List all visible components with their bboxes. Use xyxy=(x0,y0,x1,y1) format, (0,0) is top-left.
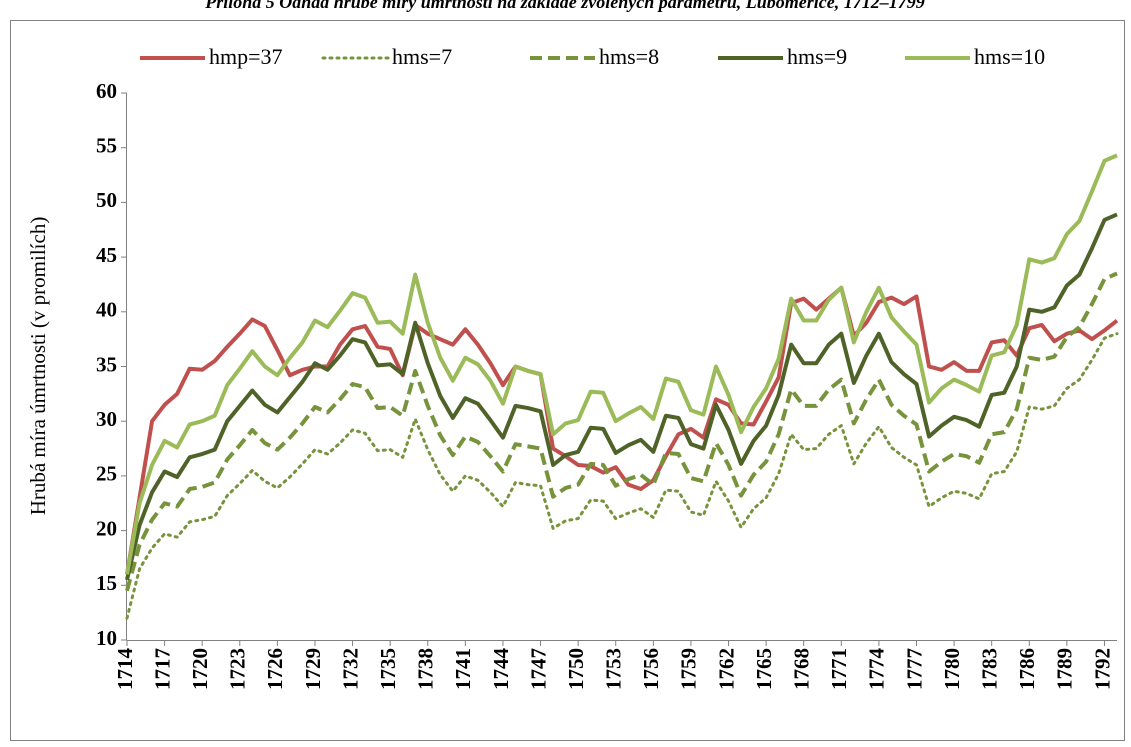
legend-label: hms=9 xyxy=(787,44,847,69)
x-tick-label: 1720 xyxy=(188,648,212,690)
x-tick-label: 1717 xyxy=(150,648,174,690)
y-tick-label: 45 xyxy=(96,243,117,267)
x-tick-label: 1741 xyxy=(451,648,475,690)
legend-label: hms=8 xyxy=(599,44,659,69)
x-tick-label: 1768 xyxy=(790,648,814,690)
x-tick-label: 1786 xyxy=(1015,648,1039,690)
x-tick-label: 1780 xyxy=(940,648,964,690)
x-tick-label: 1723 xyxy=(226,648,250,690)
series-line xyxy=(125,212,1118,581)
x-tick-label: 1765 xyxy=(752,648,776,690)
y-tick-label: 30 xyxy=(96,407,117,431)
series-line xyxy=(125,285,1119,575)
y-tick-label: 50 xyxy=(96,188,117,212)
x-tick-label: 1789 xyxy=(1053,648,1077,690)
y-tick-label: 60 xyxy=(96,79,117,103)
series-line xyxy=(125,153,1118,575)
x-tick-label: 1735 xyxy=(376,648,400,690)
chart-frame xyxy=(10,20,1125,741)
y-tick-label: 10 xyxy=(96,626,117,650)
y-tick-label: 15 xyxy=(96,571,117,595)
legend-label: hms=10 xyxy=(974,44,1045,69)
legend-label: hmp=37 xyxy=(209,44,283,69)
x-tick-label: 1762 xyxy=(714,648,738,690)
x-tick-label: 1753 xyxy=(602,648,626,690)
y-tick-label: 55 xyxy=(96,134,117,158)
x-tick-label: 1750 xyxy=(564,648,588,690)
x-tick-label: 1759 xyxy=(677,648,701,690)
x-tick-label: 1729 xyxy=(301,648,325,690)
x-tick-label: 1777 xyxy=(902,648,926,690)
x-tick-label: 1774 xyxy=(865,648,889,691)
chart-title: Příloha 5 Odhad hrubé míry úmrtnosti na … xyxy=(204,0,925,12)
y-axis-title: Hrubá míra úmrtnosti (v promilích) xyxy=(26,217,50,516)
x-tick-label: 1726 xyxy=(263,648,287,690)
x-tick-label: 1738 xyxy=(414,648,438,690)
x-tick-label: 1744 xyxy=(489,648,513,691)
x-tick-label: 1783 xyxy=(977,648,1001,690)
y-tick-label: 20 xyxy=(96,516,117,540)
legend-label: hms=7 xyxy=(392,44,452,69)
x-tick-label: 1792 xyxy=(1090,648,1114,690)
y-tick-label: 35 xyxy=(96,352,117,376)
x-tick-label: 1756 xyxy=(639,648,663,690)
x-tick-label: 1771 xyxy=(827,648,851,690)
series-line xyxy=(125,332,1119,620)
y-tick-label: 25 xyxy=(96,462,117,486)
series-line xyxy=(125,271,1118,592)
x-tick-label: 1747 xyxy=(526,648,550,690)
x-tick-label: 1714 xyxy=(113,648,137,691)
y-tick-label: 40 xyxy=(96,298,117,322)
x-tick-label: 1732 xyxy=(338,648,362,690)
